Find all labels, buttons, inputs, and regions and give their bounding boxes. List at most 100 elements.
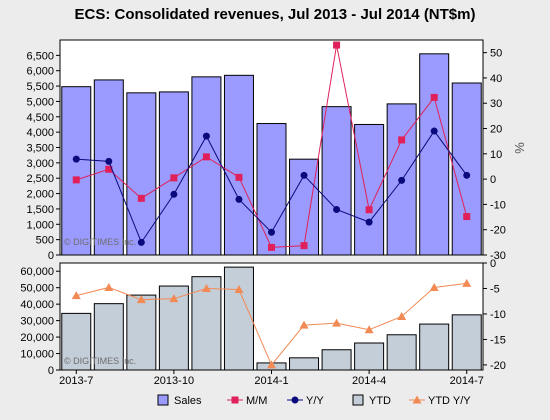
right-tick-label: 20 (490, 124, 502, 136)
bar-ytd (223, 266, 254, 371)
left-tick-label: 500 (36, 235, 54, 247)
bar-sales (419, 53, 450, 256)
bar-sales (321, 106, 352, 256)
left-tick-label: 1,500 (26, 204, 54, 216)
legend-swatch-ytd (352, 394, 364, 406)
left-tick-label: 6,500 (26, 50, 54, 62)
point-mm (235, 173, 243, 181)
right-tick-label: 0 (490, 258, 496, 270)
point-yy (170, 190, 178, 198)
watermark: © DIGITIMES Inc. (64, 237, 136, 247)
point-ytdyy (267, 360, 276, 369)
left-tick-label: 2,000 (26, 189, 54, 201)
x-tick-label: 2014-4 (352, 375, 386, 387)
bar-ytd (61, 312, 92, 371)
point-ytdyy (201, 283, 211, 292)
legend-label-ytdyy: YTD Y/Y (428, 395, 471, 407)
x-tick-label: 2013-7 (59, 375, 93, 387)
right-tick-label: 10 (490, 149, 502, 161)
point-mm (300, 242, 308, 250)
left-tick-label: 5,000 (26, 96, 54, 108)
point-ytdyy (71, 291, 81, 300)
left-tick-label: 4,500 (26, 112, 54, 124)
x-tick-label: 2014-1 (254, 375, 288, 387)
point-yy (430, 127, 438, 135)
right-tick-label: 50 (490, 48, 502, 60)
bar-sales (354, 123, 385, 256)
point-yy (398, 176, 406, 184)
point-ytdyy (397, 312, 407, 320)
left-tick-label: 0 (48, 250, 54, 262)
left-tick-label: 60,000 (20, 266, 54, 278)
right-tick-label: 0 (490, 174, 496, 186)
legend-label-mm: M/M (246, 395, 267, 407)
legend-label-sales: Sales (174, 395, 202, 407)
point-yy (72, 155, 80, 163)
legend-marker-yy (291, 396, 299, 404)
point-ytdyy (429, 282, 439, 291)
bar-sales (158, 91, 189, 256)
bar-sales (451, 82, 482, 256)
left-tick-label: 1,000 (26, 219, 54, 231)
right-tick-label: -15 (490, 334, 506, 346)
x-tick-label: 2013-10 (154, 375, 194, 387)
point-yy (235, 195, 243, 203)
bar-ytd (126, 294, 157, 371)
bar-sales (126, 92, 157, 256)
right-tick-label: 40 (490, 73, 502, 85)
point-ytdyy (234, 284, 244, 293)
left-tick-label: 40,000 (20, 299, 54, 311)
point-mm (333, 41, 341, 49)
legend-label-yy: Y/Y (306, 395, 324, 407)
left-tick-label: 30,000 (20, 316, 54, 328)
left-tick-label: 2,500 (26, 173, 54, 185)
point-ytdyy (332, 318, 342, 327)
bar-ytd (354, 342, 385, 371)
point-yy (268, 228, 275, 236)
point-ytdyy (169, 294, 179, 303)
point-yy (365, 218, 373, 226)
point-mm (137, 194, 145, 202)
legend-marker-mm (231, 396, 239, 404)
legend-label-ytd: YTD (369, 395, 391, 407)
point-mm (170, 174, 178, 182)
point-yy (463, 171, 471, 179)
point-ytdyy (104, 282, 114, 291)
right-axis-unit: % (512, 142, 527, 154)
point-mm (105, 165, 113, 173)
bar-sales (223, 74, 254, 256)
bar-sales (191, 76, 222, 256)
point-yy (202, 132, 210, 140)
bar-ytd (191, 276, 222, 371)
point-ytdyy (136, 295, 146, 304)
left-tick-label: 3,500 (26, 143, 54, 155)
bar-ytd (289, 357, 320, 371)
bar-sales (61, 86, 92, 256)
bar-ytd (451, 314, 482, 371)
point-mm (463, 213, 471, 221)
left-tick-label: 3,000 (26, 158, 54, 170)
point-yy (137, 238, 145, 246)
legend-marker-ytdyy (412, 395, 422, 404)
point-mm (398, 136, 406, 144)
left-tick-label: 0 (48, 365, 54, 377)
watermark: © DIGITIMES Inc. (64, 356, 136, 366)
right-tick-label: -30 (490, 250, 506, 262)
chart-title: ECS: Consolidated revenues, Jul 2013 - J… (74, 6, 476, 23)
x-tick-label: 2014-7 (450, 375, 484, 387)
right-tick-label: -5 (490, 283, 500, 295)
point-mm (268, 243, 275, 251)
bar-ytd (321, 349, 352, 371)
right-tick-label: 30 (490, 98, 502, 110)
right-tick-label: -20 (490, 360, 506, 372)
point-mm (430, 93, 438, 101)
point-mm (202, 153, 210, 161)
legend-swatch-sales (157, 394, 169, 406)
point-ytdyy (299, 320, 309, 329)
left-tick-label: 6,000 (26, 66, 54, 78)
point-yy (300, 171, 308, 179)
right-tick-label: -10 (490, 309, 506, 321)
bar-ytd (419, 323, 450, 371)
left-tick-label: 10,000 (20, 349, 54, 361)
